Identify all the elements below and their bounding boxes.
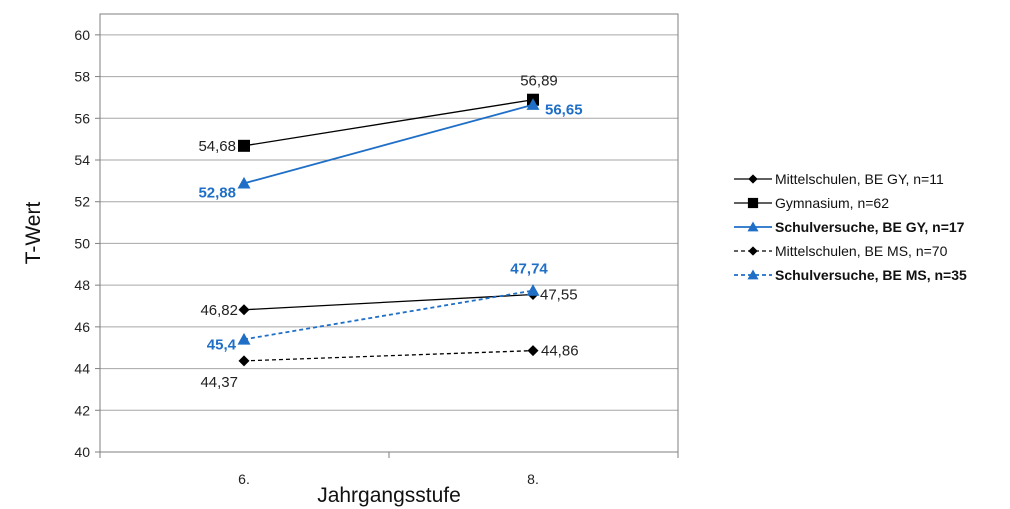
legend-marker-3 (748, 246, 758, 256)
y-axis-label: T-Wert (22, 202, 45, 265)
legend-marker-4 (747, 269, 759, 280)
series-line-3 (243, 349, 534, 362)
y-tick-label-7: 54 (74, 152, 90, 168)
series-line-4 (243, 289, 534, 341)
y-tick-label-9: 58 (74, 69, 90, 85)
series-0-point-0 (238, 304, 250, 316)
y-tick-label-5: 50 (74, 235, 90, 251)
x-tick-label-1: 8. (527, 471, 539, 487)
data-label-series-1-point-1: 56,89 (520, 73, 558, 90)
gridlines (100, 34, 678, 411)
data-label-series-2-point-0: 52,88 (198, 184, 236, 201)
series-2-point-0 (237, 176, 251, 189)
x-tick-label-0: 6. (238, 471, 250, 487)
data-labels: 46,82 47,55 54,68 56,89 52,88 56,65 44,37 44,86… (198, 73, 582, 391)
y-tick-label-8: 56 (74, 110, 90, 126)
series-line-0 (243, 293, 534, 311)
data-label-series-0-point-1: 47,55 (540, 287, 578, 304)
legend-label-3: Mittelschulen, BE MS, n=70 (775, 243, 948, 259)
legend-marker-1 (747, 197, 759, 209)
y-tick-label-3: 46 (74, 319, 90, 335)
data-label-series-4-point-0: 45,4 (207, 336, 237, 353)
series-group (237, 93, 540, 367)
y-tick-label-6: 52 (74, 194, 90, 210)
series-3-point-1 (527, 345, 539, 357)
y-axis: 40 42 44 46 48 50 52 54 56 58 60 (74, 27, 100, 460)
legend-label-1: Gymnasium, n=62 (775, 195, 889, 211)
legend-marker-0 (748, 174, 758, 184)
x-axis: 6. 8. (99, 452, 679, 487)
data-label-series-3-point-0: 44,37 (200, 374, 238, 391)
y-tick-label-1: 42 (74, 402, 90, 418)
data-label-series-4-point-1: 47,74 (510, 261, 548, 278)
series-4-point-0 (237, 332, 251, 345)
y-tick-label-2: 44 (74, 361, 90, 377)
y-tick-label-0: 40 (74, 444, 90, 460)
data-label-series-1-point-0: 54,68 (198, 138, 236, 155)
data-label-series-0-point-0: 46,82 (200, 302, 238, 319)
series-2-point-1 (526, 98, 540, 110)
legend-label-2: Schulversuche, BE GY, n=17 (775, 219, 965, 235)
legend-marker-2 (747, 221, 759, 232)
x-axis-label: Jahrgangsstufe (317, 484, 461, 507)
legend-label-0: Mittelschulen, BE GY, n=11 (775, 171, 944, 187)
legend-label-4: Schulversuche, BE MS, n=35 (775, 267, 967, 283)
y-tick-label-10: 60 (74, 27, 90, 43)
data-label-series-2-point-1: 56,65 (545, 102, 583, 119)
series-1-point-0 (238, 139, 250, 152)
data-label-series-3-point-1: 44,86 (541, 343, 579, 360)
legend: Mittelschulen, BE GY, n=11 Gymnasium, n=6… (734, 171, 967, 283)
series-line-1 (243, 99, 534, 147)
series-line-2 (243, 103, 534, 185)
series-3-point-0 (238, 355, 250, 367)
series-4-point-1 (526, 284, 540, 296)
plot-area-border (99, 13, 679, 453)
y-tick-label-4: 48 (74, 277, 90, 293)
